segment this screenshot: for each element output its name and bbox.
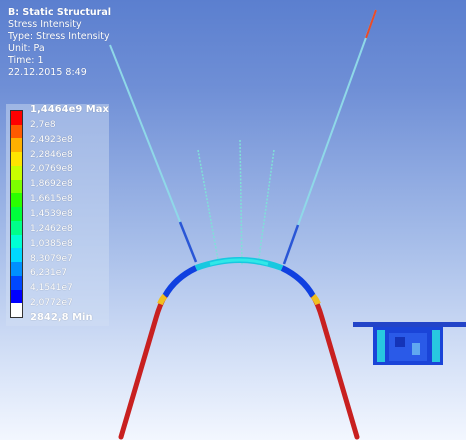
legend-value-label: 2,2846e8 [30,150,73,160]
left-inner-cable [197,149,220,266]
legend-value-label: 1,6615e8 [30,194,73,204]
legend-value-label: 1,4539e8 [30,209,73,219]
legend-value-label: 6,231e7 [30,268,68,278]
section-view[interactable] [353,322,466,365]
result-info: B: Static Structural Stress Intensity Ty… [8,7,111,79]
arch-legs [118,293,360,440]
legend-value-label: 8,3079e7 [30,254,73,264]
legend-color-swatch [11,165,22,180]
legend-color-swatch [11,220,22,235]
result-time: Time: 1 [8,55,44,66]
left-long-cable-bottom [178,221,198,263]
arch-shoulder-left [162,265,198,298]
legend-color-swatch [11,179,22,194]
result-unit: Unit: Pa [8,43,45,54]
legend-color-swatch [11,124,22,139]
arch-hotspot-left [157,293,168,306]
legend-color-swatch [11,138,22,153]
analysis-title: B: Static Structural [8,7,111,18]
legend-color-swatch [11,207,22,221]
legend-max-label: 1,4464e9 Max [30,104,109,115]
legend-color-swatch [11,248,22,263]
legend-color-swatch [11,275,22,290]
legend-color-swatch [11,262,22,276]
right-long-cable [283,9,377,265]
result-date: 22.12.2015 8:49 [8,67,87,78]
legend-value-label: 2,7e8 [30,120,56,130]
legend-color-swatch [11,234,22,249]
color-legend-bar [10,110,23,318]
legend-min-label: 2842,8 Min [30,312,93,323]
arch-hotspot-right [310,293,321,306]
legend-color-swatch [11,303,22,318]
legend-value-label: 1,8692e8 [30,179,73,189]
right-long-cable-bottom [282,224,300,265]
right-inner-cable [257,149,275,266]
legend-value-label: 2,0769e8 [30,164,73,174]
right-long-cable-top [365,9,377,39]
legend-color-swatch [11,289,22,304]
center-inner-cable [239,139,243,266]
legend-color-swatch [11,111,22,125]
arch-shoulder-right [280,265,316,298]
legend-value-label: 4,1541e7 [30,283,73,293]
result-type: Type: Stress Intensity [8,31,110,42]
arch-crown-accent [209,258,269,266]
legend-color-swatch [11,193,22,208]
legend-color-swatch [11,152,22,166]
legend-value-label: 2,0772e7 [30,298,73,308]
result-name: Stress Intensity [8,19,82,30]
legend-panel [6,104,109,326]
legend-value-label: 2,4923e8 [30,135,73,145]
legend-value-label: 1,0385e8 [30,239,73,249]
legend-value-label: 1,2462e8 [30,224,73,234]
